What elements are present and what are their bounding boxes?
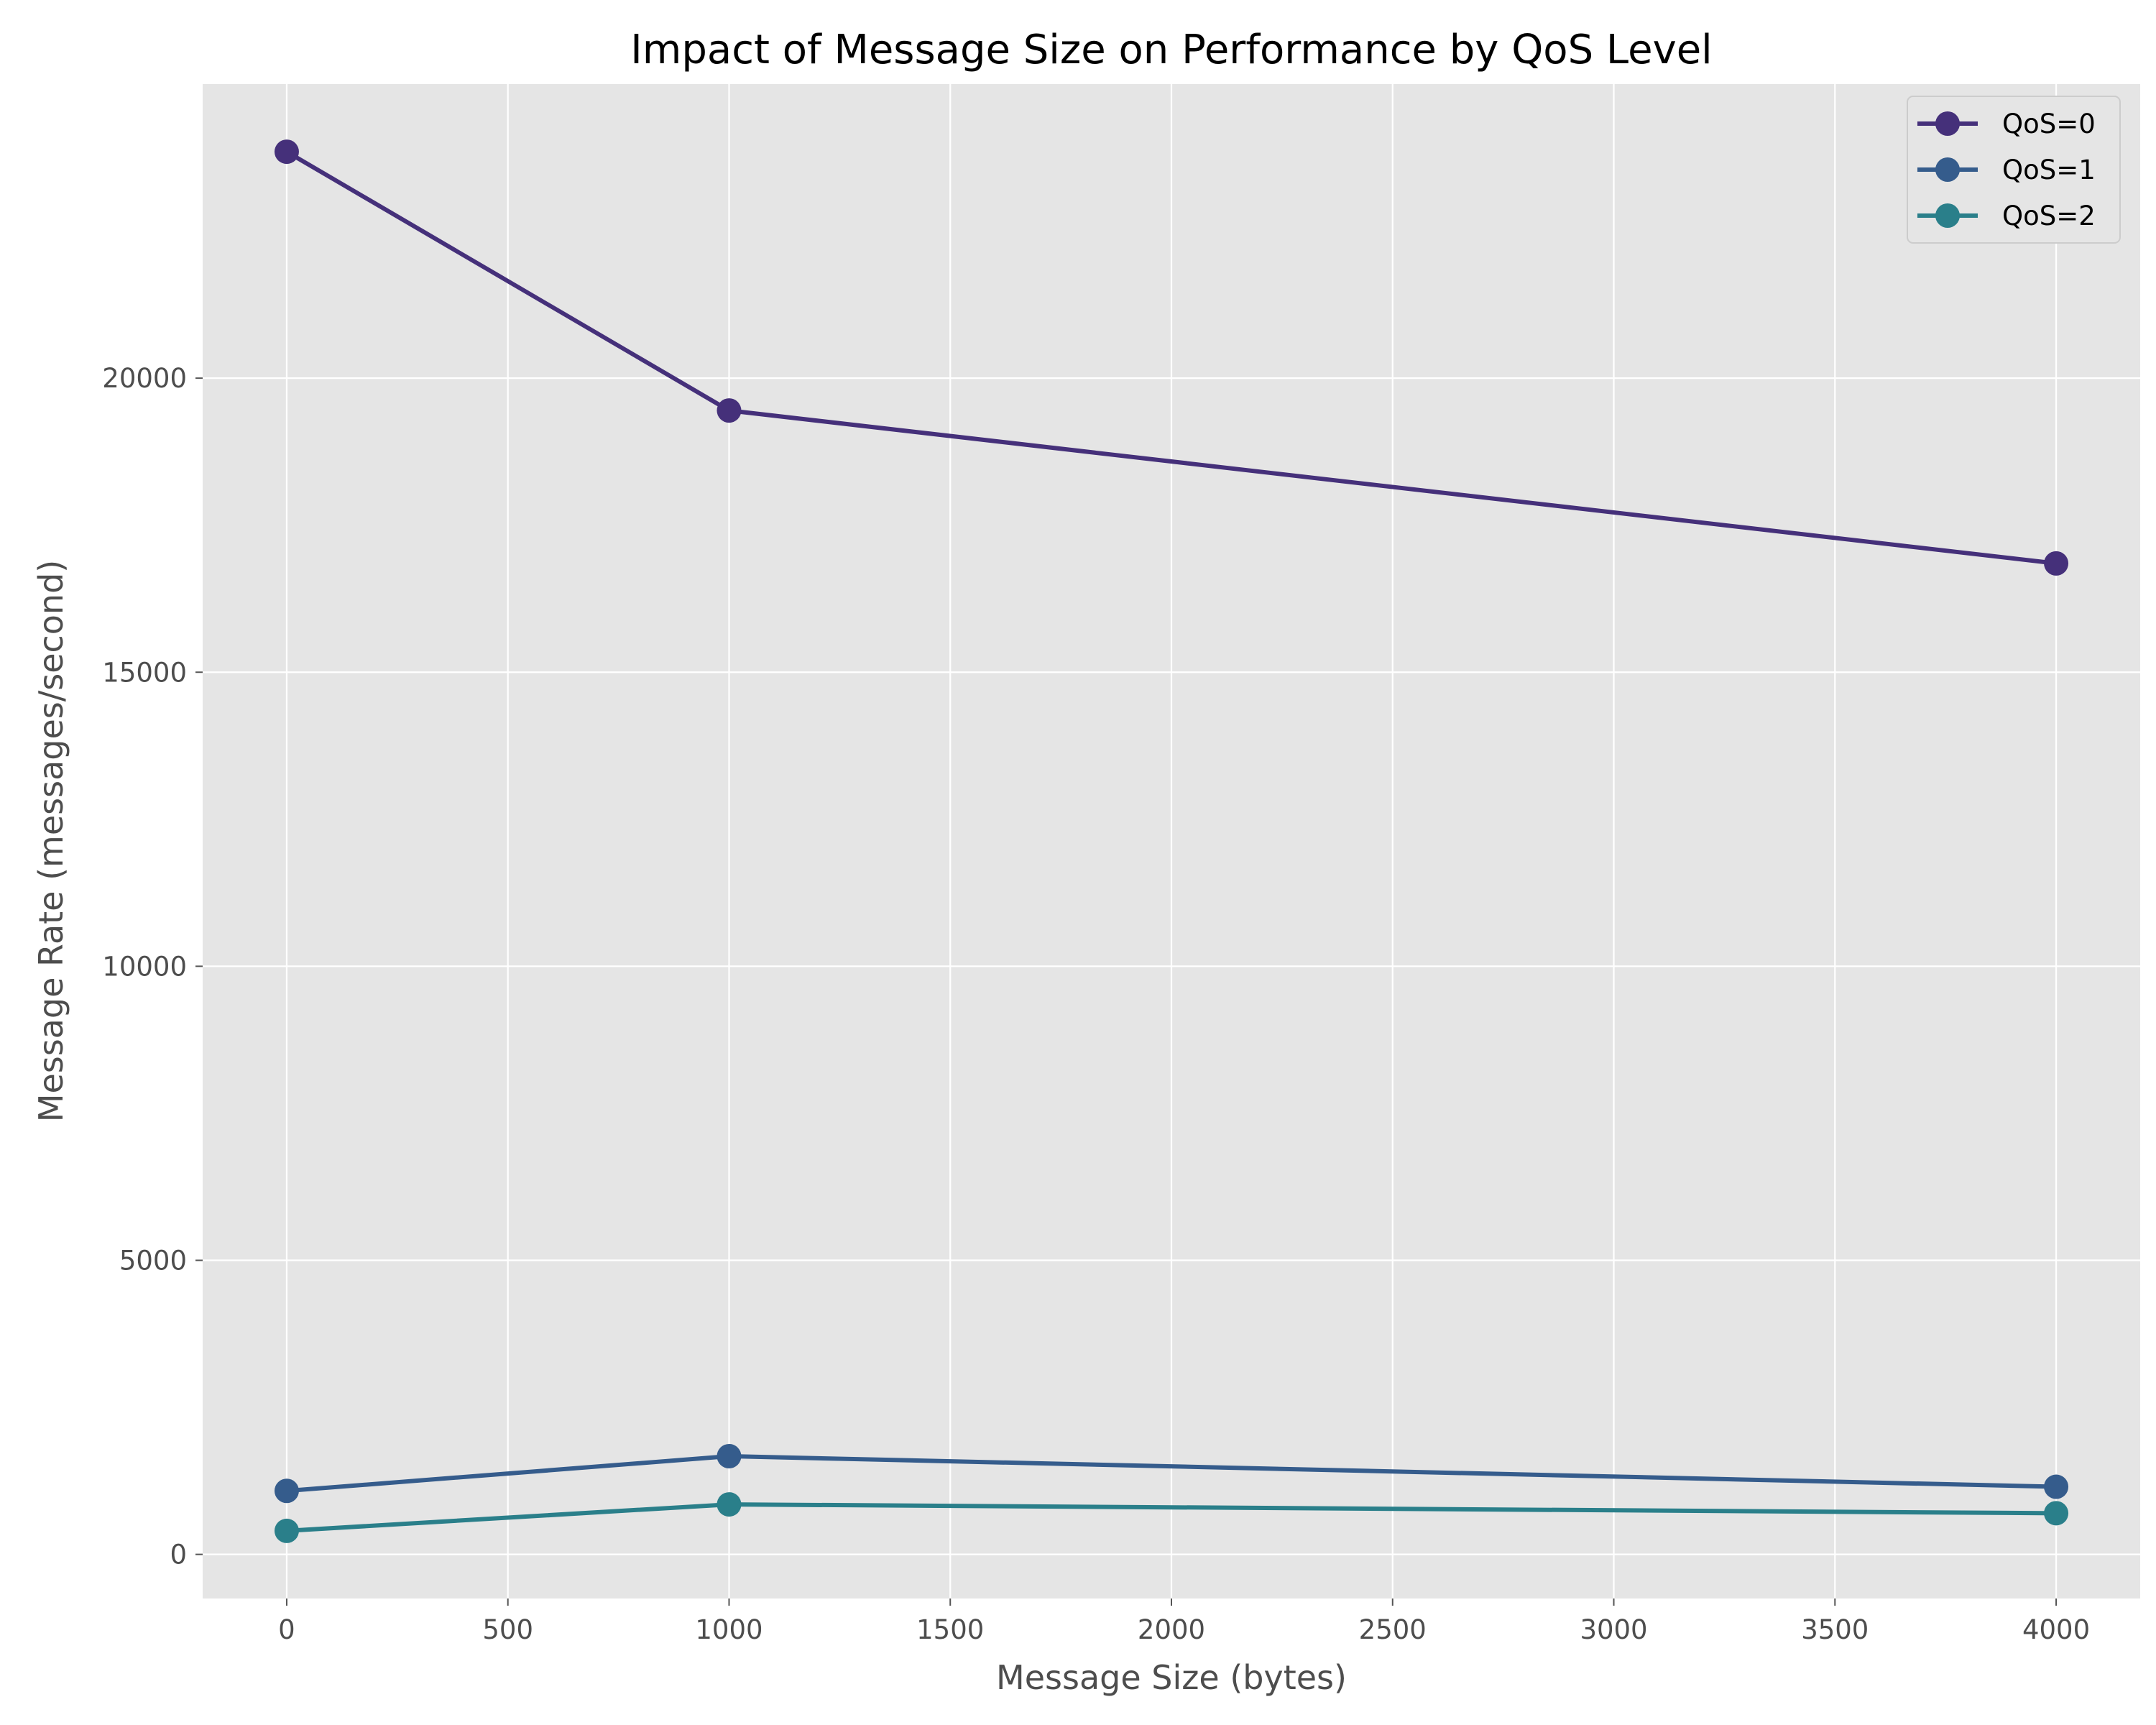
y-tick-label: 15000 <box>102 657 187 688</box>
legend-marker <box>1935 111 1960 136</box>
data-point-qos-1 <box>2044 1474 2069 1499</box>
x-tick-label: 1500 <box>916 1614 984 1645</box>
data-point-qos-1 <box>274 1478 299 1504</box>
data-point-qos-2 <box>2044 1501 2069 1526</box>
y-axis-label: Message Rate (messages/second) <box>32 560 70 1122</box>
x-tick-label: 4000 <box>2022 1614 2090 1645</box>
x-tick-label: 500 <box>482 1614 533 1645</box>
x-axis-label: Message Size (bytes) <box>996 1658 1347 1697</box>
y-tick-label: 10000 <box>102 951 187 982</box>
y-tick-label: 5000 <box>119 1246 187 1276</box>
legend-marker <box>1935 203 1960 228</box>
data-point-qos-0 <box>2044 551 2069 576</box>
legend-label: QoS=2 <box>2002 201 2096 231</box>
data-point-qos-0 <box>717 398 742 423</box>
legend-box <box>1907 96 2121 244</box>
x-tick-label: 3500 <box>1801 1614 1869 1645</box>
data-point-qos-2 <box>717 1492 742 1517</box>
legend-marker <box>1935 157 1960 182</box>
x-tick-label: 3000 <box>1580 1614 1647 1645</box>
legend: QoS=0 QoS=1 QoS=2 <box>1907 96 2121 244</box>
legend-label: QoS=0 <box>2002 109 2096 139</box>
y-axis-ticks: 0 5000 10000 15000 20000 <box>102 363 203 1570</box>
x-tick-label: 0 <box>278 1614 295 1645</box>
x-axis-ticks: 0 500 1000 1500 2000 2500 3000 3500 4000 <box>278 1598 2090 1645</box>
data-point-qos-0 <box>274 139 299 165</box>
x-tick-label: 1000 <box>695 1614 763 1645</box>
y-tick-label: 0 <box>170 1540 187 1570</box>
y-tick-label: 20000 <box>102 363 187 394</box>
data-point-qos-2 <box>274 1518 299 1543</box>
x-tick-label: 2000 <box>1138 1614 1205 1645</box>
grid <box>203 84 2140 1598</box>
series-lines <box>274 139 2069 1543</box>
x-tick-label: 2500 <box>1359 1614 1427 1645</box>
data-point-qos-1 <box>717 1443 742 1468</box>
legend-label: QoS=1 <box>2002 155 2096 185</box>
chart-title: Impact of Message Size on Performance by… <box>630 27 1712 73</box>
